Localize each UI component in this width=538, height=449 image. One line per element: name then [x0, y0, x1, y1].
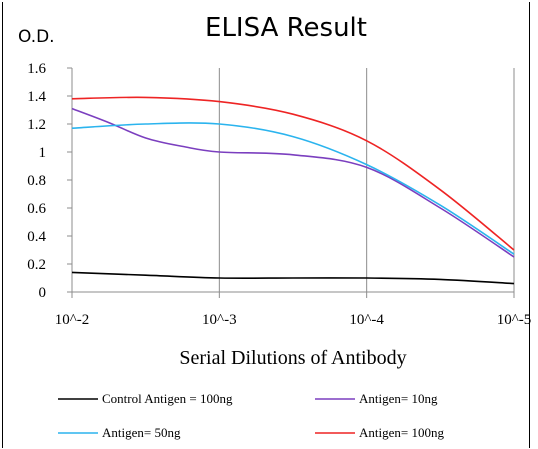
y-tick-label: 0.6 — [27, 201, 46, 217]
legend-label-4: Antigen= 100ng — [359, 425, 444, 440]
x-axis-label: Serial Dilutions of Antibody — [179, 347, 406, 369]
y-tick-label: 1.6 — [27, 61, 46, 77]
series-line-1 — [71, 271, 515, 285]
y-tick-label: 0.8 — [27, 173, 46, 189]
legend-label-1: Control Antigen = 100ng — [102, 391, 233, 406]
x-tick-labels: 10^-2 10^-3 10^-4 10^-5 — [55, 312, 532, 328]
y-tick-label: 0.4 — [27, 229, 46, 245]
y-tick-label: 0.2 — [27, 257, 46, 273]
x-tick-label: 10^-2 — [55, 312, 90, 328]
series-line-4 — [71, 96, 515, 251]
legend-label-2: Antigen= 10ng — [359, 391, 438, 406]
x-tick-label: 10^-5 — [497, 312, 532, 328]
legend-label-3: Antigen= 50ng — [102, 425, 181, 440]
series-lines — [71, 96, 515, 285]
chart-frame — [2, 2, 530, 448]
y-tick-labels: 0 0.2 0.4 0.6 0.8 1 1.2 1.4 1.6 — [27, 61, 46, 301]
x-tick-label: 10^-3 — [202, 312, 237, 328]
y-tick-label: 1.2 — [27, 117, 46, 133]
gridlines — [218, 68, 515, 292]
y-axis-label: O.D. — [18, 27, 55, 47]
y-tick-label: 1 — [39, 145, 47, 161]
series-line-2 — [71, 107, 515, 258]
chart-title: ELISA Result — [205, 13, 367, 43]
y-tick-label: 0 — [39, 285, 47, 301]
x-tick-label: 10^-4 — [349, 312, 384, 328]
legend: Control Antigen = 100ng Antigen= 10ng Anti… — [58, 391, 444, 440]
y-tick-label: 1.4 — [27, 89, 46, 105]
series-line-3 — [71, 122, 515, 255]
axes — [67, 67, 515, 298]
